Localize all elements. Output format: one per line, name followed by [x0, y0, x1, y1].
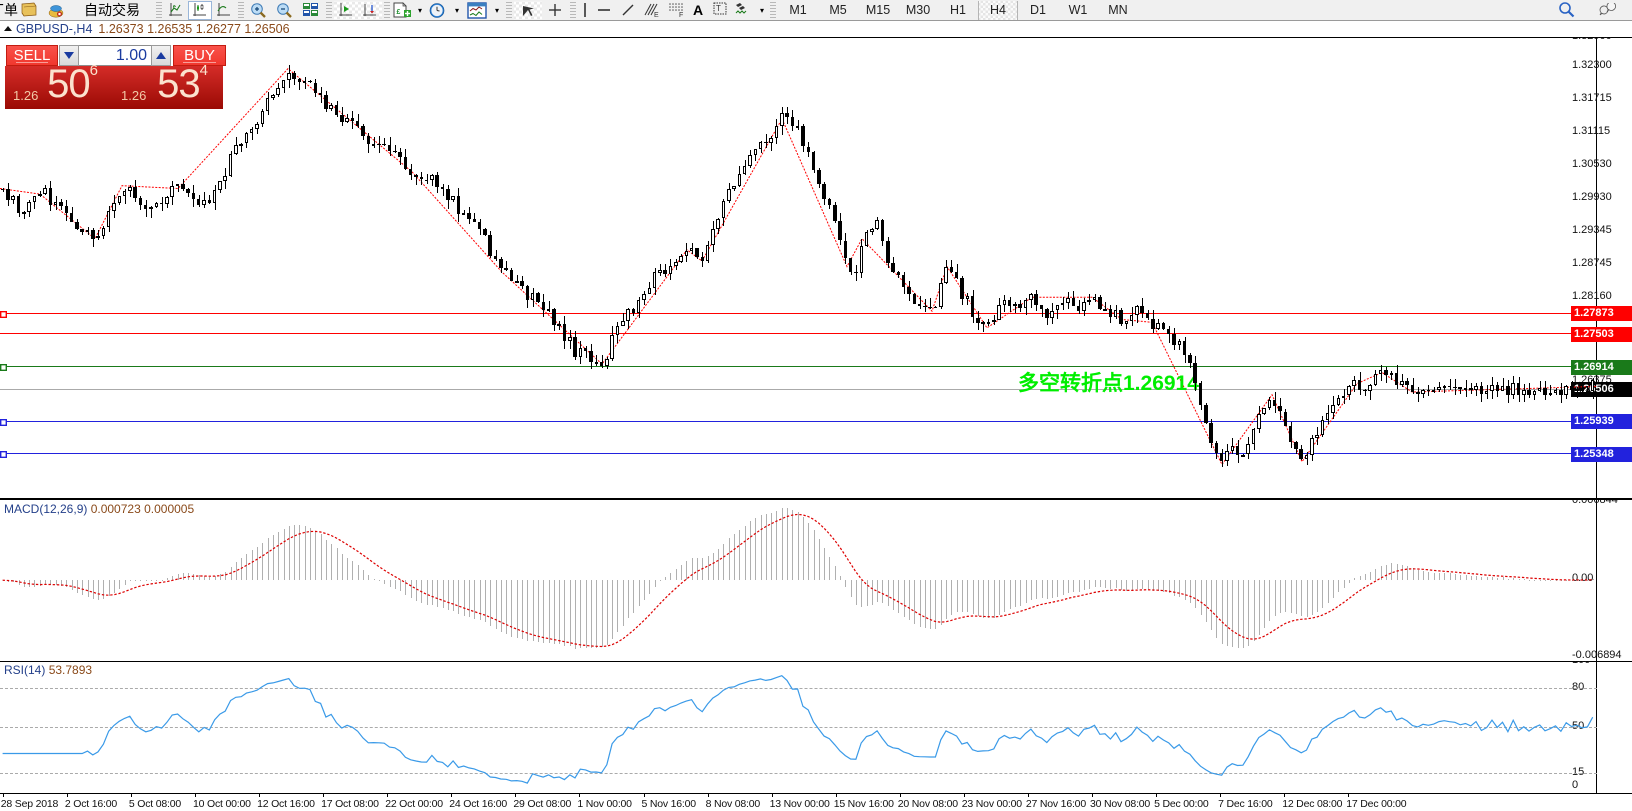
svg-text:T: T: [716, 4, 721, 13]
svg-text:F: F: [679, 12, 683, 18]
svg-text:E: E: [654, 12, 659, 18]
svg-text:£: £: [397, 9, 401, 16]
